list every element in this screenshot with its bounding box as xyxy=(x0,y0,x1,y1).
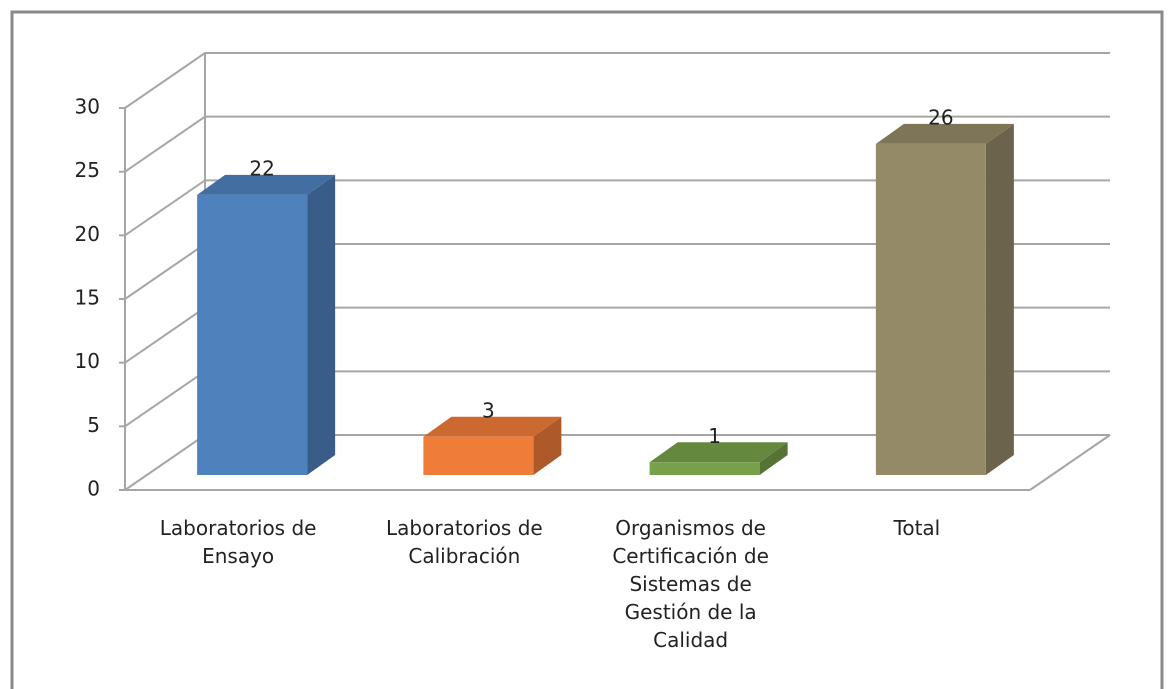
x-tick-label: Organismos de Certificación de Sistemas … xyxy=(612,516,769,652)
y-tick-label: 10 xyxy=(75,349,100,373)
y-tick-label: 0 xyxy=(87,477,100,501)
bar-front xyxy=(423,436,534,475)
grid-line xyxy=(124,52,1110,109)
y-tick-label: 25 xyxy=(75,158,100,182)
bar xyxy=(423,416,562,475)
value-label: 22 xyxy=(249,156,274,180)
bar xyxy=(197,174,336,475)
x-tick-label: Total xyxy=(893,516,941,540)
bar-top xyxy=(423,416,562,437)
grid-line xyxy=(124,115,1110,173)
bar xyxy=(875,123,1014,475)
chart-border xyxy=(10,10,1164,689)
x-tick-label: Laboratorios de Calibración xyxy=(386,516,543,568)
bar-side xyxy=(307,174,336,475)
y-tick-label: 20 xyxy=(75,222,100,246)
bar-side xyxy=(533,416,562,475)
bar-side xyxy=(985,123,1014,475)
bar-front xyxy=(875,143,986,475)
bar-top xyxy=(649,442,788,463)
bar-side xyxy=(759,442,788,475)
y-tick-label: 15 xyxy=(75,286,100,310)
value-label: 3 xyxy=(482,398,495,422)
bar-top xyxy=(197,174,336,195)
bar-top xyxy=(875,123,1014,144)
bar-front xyxy=(649,462,760,475)
value-label: 1 xyxy=(708,424,721,448)
grid-line xyxy=(124,179,1110,237)
y-tick-label: 30 xyxy=(75,95,100,119)
floor-edge xyxy=(1029,434,1111,491)
y-tick-label: 5 xyxy=(87,413,100,437)
bar-front xyxy=(197,194,308,475)
bar xyxy=(649,442,788,475)
x-tick-label: Laboratorios de Ensayo xyxy=(159,516,317,568)
value-label: 26 xyxy=(928,105,953,129)
